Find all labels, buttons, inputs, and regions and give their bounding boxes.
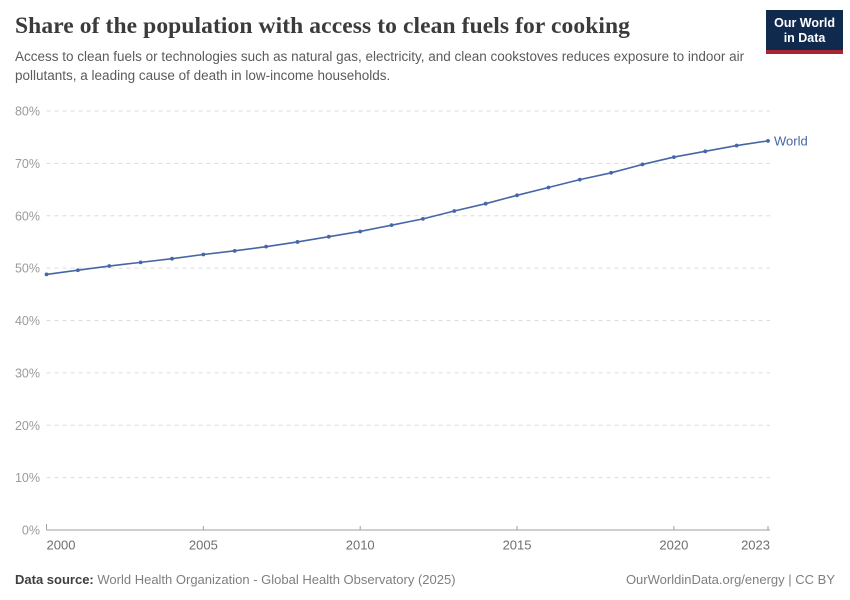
data-source-label: Data source: [15,572,94,587]
data-point[interactable] [546,185,551,190]
data-point[interactable] [766,138,770,143]
series-line-world[interactable] [46,140,769,276]
x-axis-tick-label: 2023 [741,538,770,553]
x-axis-tick-label: 2000 [47,538,76,553]
chart-footer: Data source: World Health Organization -… [15,572,835,587]
chart-title: Share of the population with access to c… [15,13,631,39]
owid-logo-line1: Our World [774,16,835,30]
y-axis-tick-label: 0% [22,524,40,538]
data-point[interactable] [609,170,614,175]
data-point[interactable] [452,209,457,213]
x-axis-tick-label: 2010 [346,538,375,553]
y-axis-tick-label: 70% [15,157,40,171]
footer-link[interactable]: OurWorldinData.org/energy | CC BY [625,572,835,587]
data-point[interactable] [295,240,300,244]
owid-logo-line2: in Data [783,30,826,45]
data-point[interactable] [201,252,206,257]
data-point[interactable] [107,264,112,268]
y-axis-tick-label: 20% [15,419,40,433]
data-point[interactable] [170,256,174,261]
data-point[interactable] [577,177,582,182]
data-point[interactable] [703,149,708,154]
data-source-note: Data source: World Health Organization -… [15,572,456,587]
data-point[interactable] [483,201,488,206]
x-axis-tick-label: 2020 [659,538,688,553]
data-point[interactable] [138,260,143,265]
y-axis-tick-label: 80% [15,105,40,119]
data-point[interactable] [232,248,237,253]
data-point[interactable] [421,216,425,221]
chart-subtitle: Access to clean fuels or technologies su… [15,49,745,83]
data-point[interactable] [264,244,268,249]
data-point[interactable] [389,223,394,228]
y-axis-tick-label: 50% [15,262,40,276]
y-axis-tick-label: 30% [15,366,40,380]
data-point[interactable] [326,234,331,239]
owid-logo[interactable]: Our World in Data [766,10,843,54]
data-source-text: World Health Organization - Global Healt… [97,572,456,587]
y-axis-tick-label: 40% [15,314,40,328]
x-axis-tick-label: 2005 [189,538,218,553]
data-point[interactable] [515,193,519,198]
y-axis-tick-label: 60% [15,209,40,223]
data-point[interactable] [734,143,739,148]
data-point[interactable] [640,162,645,167]
x-axis-tick-label: 2015 [503,538,532,553]
data-point[interactable] [671,155,676,159]
data-point[interactable] [358,229,363,234]
series-label-world[interactable]: World [774,133,808,148]
data-point[interactable] [75,268,80,273]
y-axis-tick-label: 10% [15,471,40,485]
data-point[interactable] [44,272,49,277]
